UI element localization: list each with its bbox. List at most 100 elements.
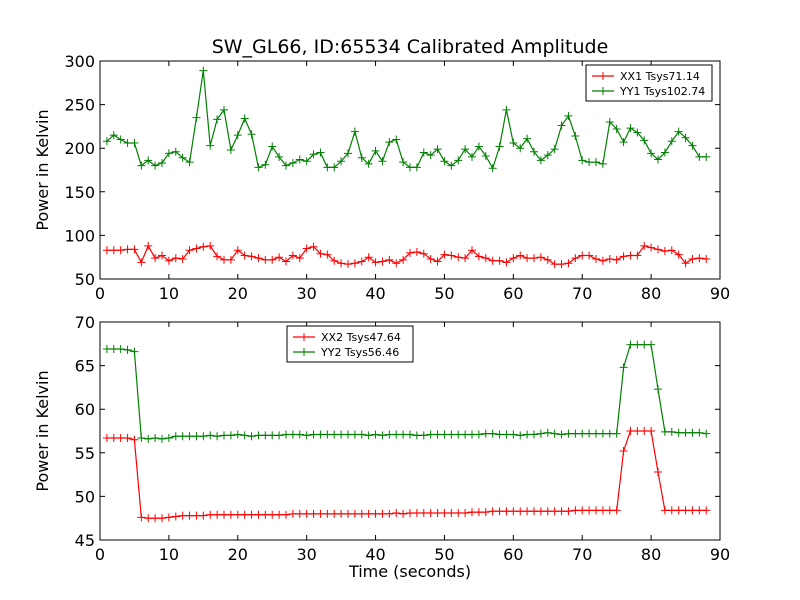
- data-point: [598, 256, 607, 265]
- data-point: [330, 256, 339, 265]
- y-axis-title: Power in Kelvin: [33, 370, 52, 491]
- data-point: [344, 149, 352, 158]
- data-point: [440, 250, 449, 259]
- data-point: [557, 430, 566, 439]
- data-point: [226, 255, 235, 264]
- data-point: [123, 245, 132, 254]
- data-point: [323, 250, 332, 259]
- data-point: [316, 509, 325, 518]
- data-point: [378, 257, 387, 266]
- data-point: [247, 510, 256, 519]
- data-point: [220, 510, 228, 519]
- x-tick-label: 70: [572, 284, 592, 303]
- data-point: [495, 142, 504, 151]
- y-tick-label: 60: [75, 400, 95, 419]
- data-point: [681, 259, 690, 268]
- data-point: [516, 507, 525, 516]
- data-point: [233, 510, 242, 519]
- data-point: [144, 156, 153, 165]
- data-point: [440, 430, 449, 439]
- legend-label: XX1 Tsys71.14: [620, 70, 700, 83]
- data-point: [123, 138, 132, 147]
- data-point: [233, 246, 242, 255]
- data-point: [385, 509, 394, 518]
- data-point: [640, 241, 649, 250]
- data-point: [578, 506, 587, 515]
- legend-box: [286, 325, 414, 363]
- data-point: [536, 507, 545, 516]
- data-point: [364, 253, 373, 262]
- data-point: [640, 427, 649, 435]
- data-point: [144, 241, 153, 250]
- data-point: [523, 507, 532, 516]
- data-point: [282, 161, 290, 170]
- data-point: [213, 115, 222, 124]
- data-point: [199, 432, 208, 441]
- x-tick-label: 30: [296, 545, 316, 564]
- data-point: [654, 155, 662, 164]
- data-point: [192, 244, 201, 253]
- x-tick-label: 50: [434, 545, 454, 564]
- data-point: [523, 430, 532, 439]
- data-point: [192, 113, 201, 122]
- data-point: [247, 252, 256, 261]
- data-point: [406, 248, 414, 257]
- data-point: [495, 256, 504, 265]
- data-point: [412, 163, 421, 172]
- data-point: [468, 508, 476, 517]
- data-point: [364, 509, 373, 518]
- data-point: [426, 151, 435, 160]
- data-point: [171, 512, 180, 521]
- data-point: [419, 148, 428, 157]
- data-point: [254, 254, 263, 263]
- data-point: [585, 506, 594, 515]
- data-point: [530, 430, 538, 439]
- data-point: [316, 430, 325, 439]
- data-point: [295, 155, 304, 164]
- data-point: [674, 428, 683, 437]
- y-tick-label: 50: [75, 270, 95, 289]
- data-point: [261, 160, 270, 169]
- data-point: [585, 158, 594, 167]
- data-point: [619, 252, 628, 261]
- x-tick-label: 70: [572, 545, 592, 564]
- data-point: [137, 258, 146, 267]
- data-point: [288, 251, 297, 260]
- data-point: [557, 121, 566, 130]
- data-point: [137, 433, 146, 442]
- data-point: [199, 66, 208, 75]
- data-point: [288, 509, 297, 518]
- data-point: [564, 259, 573, 268]
- data-point: [309, 150, 318, 159]
- data-point: [426, 254, 435, 263]
- data-point: [399, 255, 408, 264]
- data-point: [695, 254, 704, 263]
- data-point: [206, 510, 215, 519]
- data-point: [164, 433, 173, 442]
- data-point: [592, 254, 600, 263]
- data-point: [337, 157, 346, 166]
- data-point: [598, 506, 607, 515]
- data-point: [550, 507, 559, 516]
- data-point: [261, 431, 270, 440]
- data-point: [226, 145, 235, 154]
- data-point: [474, 508, 483, 517]
- data-point: [461, 254, 470, 263]
- data-point: [667, 427, 676, 436]
- figure-title: SW_GL66, ID:65534 Calibrated Amplitude: [212, 36, 609, 58]
- data-point: [461, 430, 470, 439]
- data-point: [392, 430, 401, 439]
- data-point: [412, 431, 421, 440]
- data-point: [144, 514, 153, 523]
- data-point: [474, 252, 483, 261]
- data-point: [654, 385, 662, 394]
- data-point: [357, 257, 366, 266]
- data-point: [192, 511, 201, 520]
- data-point: [474, 430, 483, 439]
- data-point: [288, 159, 297, 168]
- data-point: [385, 430, 394, 439]
- y-tick-label: 55: [75, 444, 95, 463]
- data-point: [399, 158, 408, 167]
- data-point: [688, 141, 697, 150]
- data-point: [330, 163, 339, 172]
